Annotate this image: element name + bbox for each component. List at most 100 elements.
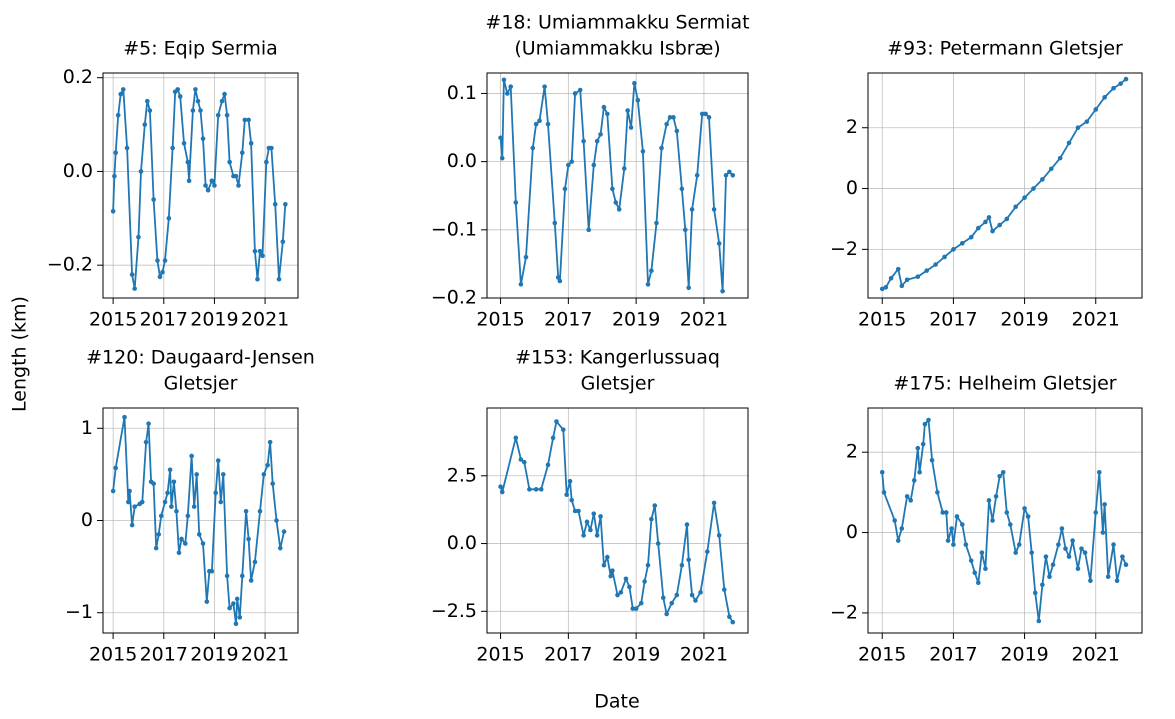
data-point [623,576,629,582]
data-point [1096,469,1102,475]
data-point [264,159,269,165]
axes-frame [486,72,749,299]
data-point [165,490,170,496]
data-point [246,536,251,542]
data-point [572,508,578,514]
data-point [686,557,691,563]
data-point [113,465,118,471]
data-point [162,499,168,505]
data-point [716,533,722,538]
series-line [112,88,287,290]
data-point [167,467,173,473]
subplot-title: #93: Petermann Gletsjer [887,38,1123,60]
data-point [990,228,995,234]
data-point [156,532,162,537]
data-point [990,518,995,523]
data-point [721,587,727,592]
data-point [986,215,992,220]
data-point [892,518,897,523]
data-point [120,87,126,92]
data-point [949,526,954,531]
data-point [277,545,283,551]
data-point [584,519,590,525]
data-point [879,469,885,475]
data-point [183,541,188,546]
data-point [638,600,644,606]
data-point [730,619,736,625]
subplot: 2015 2017 2019 2021 −0.2 −0.1 0.0 0.1 #18: Umiam… [431,12,750,331]
data-point [664,121,669,127]
data-point [252,559,258,565]
data-point [625,108,630,113]
data-point [143,439,149,445]
data-point [160,269,165,275]
data-point [674,128,680,134]
data-point [1111,85,1116,91]
data-point [689,207,695,212]
data-point [533,121,539,127]
data-point [915,274,921,280]
data-point [176,550,182,556]
data-point [555,275,561,280]
subplot: 2015 2017 2019 2021 −1 0 1 #120: Daugaard-Jense… [65,347,315,666]
data-point [1120,554,1125,559]
data-point [1093,510,1099,515]
data-point [706,115,712,120]
y-tick-label: 0 [81,509,93,531]
subplot-title: #175: Helheim Gletsjer [893,373,1116,395]
data-point [577,87,583,93]
data-point [1016,542,1022,547]
data-point [711,500,717,506]
data-point [645,282,651,287]
data-point [239,573,245,579]
data-point [542,84,547,89]
x-tick-label: 2021 [241,644,289,666]
subplot-title: #120: Daugaard-Jensen [86,347,315,369]
y-tick-label: −0.2 [47,254,93,276]
data-point [1040,582,1045,588]
data-point [635,97,641,103]
data-point [569,497,575,503]
series-line [499,78,734,293]
axes-frame [102,72,299,299]
data-point [142,122,148,127]
subplot: 2015 2017 2019 2021 −2 0 2 #175: Helheim Gletsj… [830,373,1143,666]
data-point [193,87,198,92]
data-point [899,526,905,531]
data-point [968,234,974,240]
data-point [1093,107,1099,112]
data-point [508,84,514,89]
data-point [255,276,260,282]
data-point [1088,578,1093,584]
y-tick-label: −2 [830,601,858,623]
axes-frame [486,407,749,634]
y-tick-label: 2.5 [447,464,477,486]
x-tick-label: 2015 [89,309,137,331]
data-point [618,590,624,595]
data-point [145,98,150,104]
data-point [997,222,1002,228]
data-point [239,150,245,155]
data-point [115,112,121,118]
data-point [274,518,279,523]
data-point [660,595,666,601]
data-point [280,239,286,245]
data-point [993,494,999,499]
data-point [1123,76,1129,82]
data-point [727,614,732,620]
data-point [213,490,218,496]
data-point [124,145,130,151]
x-tick-label: 2021 [680,644,728,666]
y-tick-label: 0.2 [63,66,93,88]
data-point [945,538,951,543]
data-point [1036,618,1042,624]
data-point [194,472,200,477]
subplot-title: #153: Kangerlussuaq [515,347,720,369]
data-point [711,207,717,212]
data-point [586,227,591,233]
data-point [224,573,230,579]
data-point [630,606,636,611]
data-point [248,141,254,146]
data-point [1075,125,1081,131]
data-point [883,285,889,290]
